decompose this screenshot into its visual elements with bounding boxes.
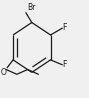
Text: Br: Br [27, 3, 35, 12]
Text: F: F [63, 23, 67, 32]
Text: O: O [1, 68, 7, 77]
Text: F: F [63, 60, 67, 69]
